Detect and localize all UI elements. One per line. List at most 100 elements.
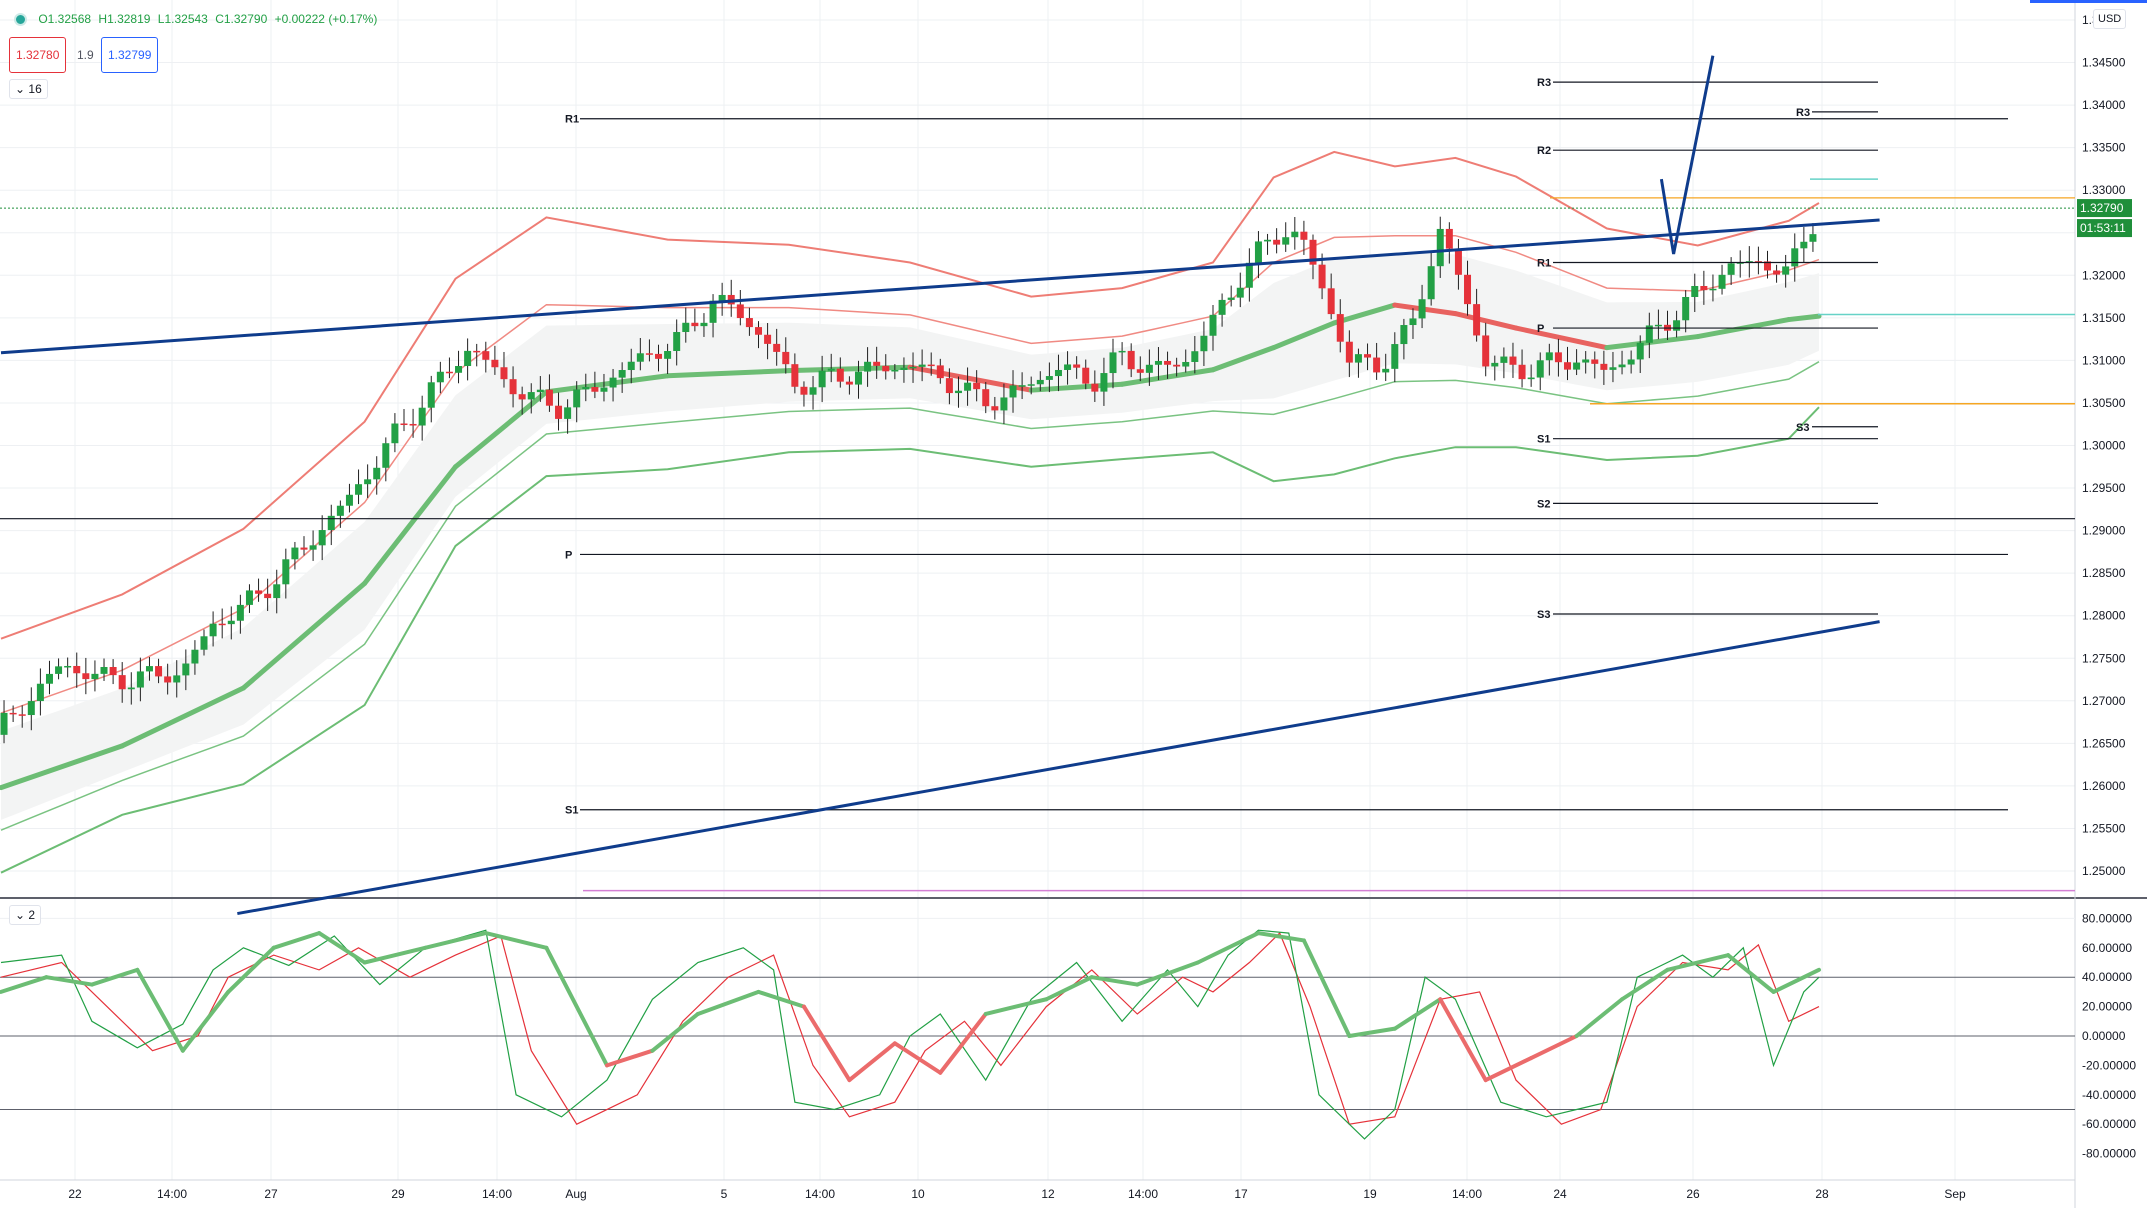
candle-body [582,387,590,390]
candle-body [836,368,844,382]
osc-tick-label: -80.00000 [2082,1147,2136,1161]
candle-body [1000,397,1008,411]
time-tick-label: 27 [264,1187,278,1201]
price-tick-label: 1.26000 [2082,779,2126,793]
candle-body [827,368,835,371]
pivot-right-label: S2 [1537,498,1550,510]
candle-body [1227,297,1235,300]
candle-body [1745,261,1753,263]
candle-body [1427,266,1435,300]
upper-band-line [0,150,1820,640]
candles [0,216,1817,744]
candle-body [782,351,790,365]
stoch-smooth-segment [44,975,94,987]
candle-body [1763,261,1771,271]
candle-body [164,676,172,683]
currency-label[interactable]: USD [2093,9,2127,29]
candle-body [291,547,299,560]
candle-body [900,367,908,370]
candle-body [1436,228,1444,267]
oscillator-toggle[interactable]: ⌄ 2 [9,905,42,925]
candle-body [982,389,990,407]
candle-body [1600,363,1608,370]
price-tick-label: 1.34000 [2082,98,2126,112]
price-tick-label: 1.33000 [2082,183,2126,197]
candle-body [382,443,390,468]
time-axis: 22 14:00 27 29 14:00 Aug 5 14:00 10 12 14:00 17 19 14… [68,1187,1966,1201]
candle-body [209,623,217,637]
osc-axis: 80.00000 60.00000 40.00000 20.00000 0.00000 -… [2082,911,2136,1160]
candle-body [764,334,772,344]
candle-body [255,590,263,594]
candle-body [1645,325,1653,343]
candle-body [1591,359,1599,364]
candle-body [809,387,817,395]
candle-body [909,366,917,369]
price-tick-label: 1.32000 [2082,268,2126,282]
candle-body [518,394,526,400]
stoch-smooth-segment [1044,975,1094,1002]
price-tick-label: 1.34500 [2082,56,2126,70]
candle-body [1327,288,1335,315]
candle-body [82,673,90,680]
candle-body [1018,385,1026,387]
candle-body [1064,364,1072,370]
last-price-tag [2077,199,2132,218]
candle-body [545,389,553,406]
indicators-toggle[interactable]: ⌄ 16 [9,79,48,99]
price-tick-label: 1.33500 [2082,141,2126,155]
candle-body [1482,335,1490,367]
candle-body [18,714,26,716]
ohlc-open: O1.32568 [38,12,92,26]
candle-body [673,332,681,352]
candle-body [1054,369,1062,377]
candle-body [1527,377,1535,380]
pivot-right-label: S3 [1537,609,1550,621]
buy-button[interactable]: 1.32799 [101,37,159,73]
candle-body [145,666,153,672]
stoch-smooth-segment [695,989,761,1016]
candle-body [1182,361,1190,367]
countdown-tag [2077,219,2132,238]
candle-body [1473,304,1481,336]
pivot-latest-label: S3 [1796,422,1809,434]
candle-body [800,386,808,395]
candle-body [100,666,108,674]
sell-button[interactable]: 1.32780 [9,37,67,73]
candle-body [682,322,690,333]
candle-body [527,392,535,400]
ohlc-change: +0.00222 (+0.17%) [274,12,378,26]
candle-body [691,322,699,327]
osc-tick-label: 80.00000 [2082,911,2132,925]
candle-body [1300,231,1308,240]
candle-body [1773,270,1781,275]
stoch-smooth-segment [135,967,185,1053]
stoch-smooth-segment [1771,967,1821,994]
price-tick-label: 1.25000 [2082,864,2126,878]
candle-body [882,365,890,372]
stoch-smooth-segment [1089,975,1140,987]
middle-band-segment [119,685,246,749]
spread-value: 1.9 [77,48,94,62]
band-fill [1,252,1819,820]
stoch-smooth-segment [1135,960,1200,987]
pivot-right-label: R3 [1537,77,1551,89]
candle-body [645,353,653,355]
ohlc-low: L1.32543 [157,12,208,26]
candle-body [854,371,862,385]
candle-body [1454,248,1462,275]
stoch-smooth-segment [650,1011,700,1053]
candle-body [918,364,926,367]
candle-body [273,584,281,599]
candle-body [445,371,453,374]
stoch-smooth-segment [423,931,488,950]
time-tick-label: 14:00 [482,1187,512,1201]
candle-body [318,530,326,546]
candle-body [1027,384,1035,386]
candle-body [1445,228,1453,249]
middle-band-segment [543,373,671,395]
candle-body [1336,314,1344,342]
candle-body [245,590,253,605]
time-tick-label: Aug [565,1187,586,1201]
